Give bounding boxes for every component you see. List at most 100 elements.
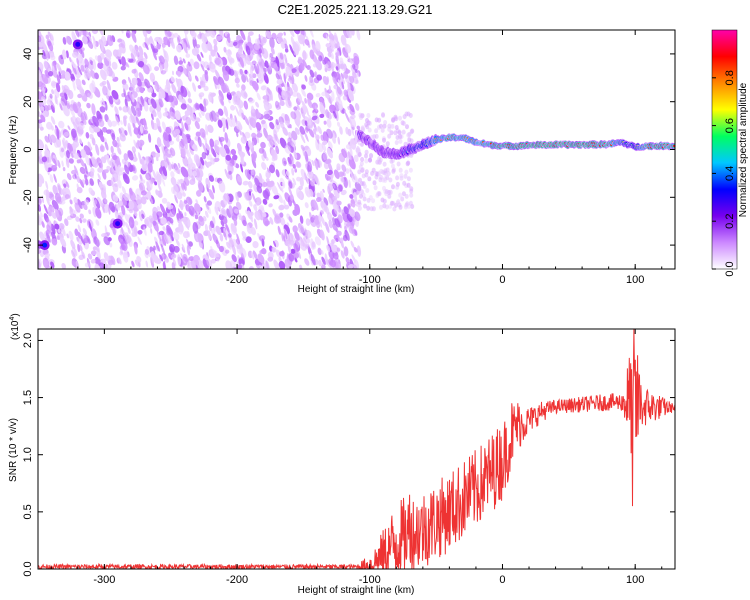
spectrogram-halo-mark [391,117,396,123]
spectrogram-noise-mark [254,177,260,187]
spectrogram-noise-mark [58,223,65,230]
spectrogram-noise-mark [321,143,327,152]
spectrogram-noise-mark [354,173,359,184]
spectrogram-noise-mark [207,124,214,133]
spectrogram-noise-mark [203,61,210,69]
spectrogram-noise-mark [255,134,260,144]
spectrogram-noise-mark [225,223,230,234]
spectrogram-noise-mark [200,51,204,58]
spectrogram-halo-mark [403,204,408,210]
spectrogram-noise-mark [149,72,156,83]
spectrogram-noise-mark [302,59,308,69]
spectrogram-noise-mark [52,238,57,243]
spectrogram-noise-mark [326,118,332,128]
spectrogram-noise-mark [283,73,287,84]
spectrogram-noise-mark [75,117,81,125]
spectrogram-halo-mark [394,125,399,130]
spectrogram-noise-mark [274,133,280,145]
spectrogram-noise-mark [293,106,298,111]
y-tick-label: -40 [22,237,34,253]
spectrogram-noise-mark [304,186,311,198]
spectrogram-noise-mark [104,101,108,111]
spectrogram-noise-mark [322,59,327,65]
spectrogram-noise-mark [195,199,199,204]
spectrogram-noise-mark [262,216,269,227]
spectrogram-noise-mark [90,69,96,79]
spectrogram-noise-mark [231,117,236,128]
spectrogram-noise-mark [131,31,136,38]
spectrogram-noise-mark [59,237,67,248]
spectrogram-noise-mark [304,39,310,46]
spectrogram-noise-mark [245,145,251,156]
spectrogram-noise-mark [154,66,160,72]
spectrogram-noise-mark [250,169,255,176]
spectrogram-noise-mark [42,257,50,269]
spectrogram-noise-mark [205,143,210,151]
spectrogram-noise-mark [123,153,129,162]
spectrogram-noise-mark [38,178,43,188]
spectrogram-noise-mark [40,114,46,123]
spectrogram-noise-mark [173,245,180,253]
spectrogram-noise-mark [92,246,98,251]
spectrogram-noise-mark [212,184,215,194]
spectrogram-noise-mark [180,166,189,178]
spectrogram-noise-mark [91,103,96,116]
spectrogram-noise-mark [93,236,100,247]
spectrogram-noise-mark [323,204,330,215]
spectrogram-noise-mark [228,170,232,175]
spectrogram-noise-mark [161,197,168,204]
spectrogram-noise-mark [297,34,305,45]
spectrogram-noise-mark [322,75,329,85]
spectrogram-noise-mark [134,259,140,267]
spectrogram-halo-mark [366,205,371,211]
spectrogram-noise-mark [226,116,233,128]
spectrogram-noise-mark [352,63,356,70]
spectrogram-noise-mark [344,69,351,74]
spectrogram-noise-mark [182,216,188,226]
spectrogram-noise-mark [251,105,255,114]
spectrogram-halo-mark [357,152,362,157]
spectrogram-noise-mark [200,76,203,82]
spectrogram-noise-mark [161,175,166,187]
spectrogram-noise-mark [215,114,220,121]
y-tick-label: 0.5 [22,504,34,519]
spectrogram-noise-mark [128,91,133,101]
spectrogram-noise-mark [210,49,216,57]
spectrogram-noise-mark [46,218,53,230]
spectrogram-noise-mark [326,169,333,176]
spectrogram-noise-mark [121,204,126,216]
spectrogram-noise-mark [180,120,185,132]
spectrogram-noise-mark [212,233,219,245]
spectrogram-noise-mark [90,250,97,256]
spectrogram-noise-mark [106,165,111,171]
spectrogram-noise-mark [111,61,118,70]
spectrogram-noise-mark [99,69,107,81]
spectrogram-noise-mark [65,35,72,45]
spectrogram-noise-mark [54,208,59,218]
spectrogram-noise-mark [58,55,65,65]
spectrogram-noise-mark [187,61,191,67]
spectrogram-noise-mark [112,139,118,147]
spectrogram-noise-mark [297,223,305,234]
spectrogram-noise-mark [260,85,267,91]
spectrogram-noise-mark [121,186,127,195]
spectrogram-noise-mark [90,171,94,179]
spectrogram-noise-mark [327,185,331,195]
spectrogram-noise-mark [299,176,304,187]
spectrogram-noise-mark [325,61,332,72]
spectrogram-noise-mark [340,250,345,259]
spectrogram-noise-mark [54,141,59,148]
spectrogram-noise-mark [157,205,161,211]
spectrogram-noise-mark [244,169,251,180]
spectrogram-noise-mark [283,234,286,243]
spectrogram-noise-mark [156,43,161,50]
spectrogram-noise-mark [317,126,322,135]
spectrogram-noise-mark [145,172,152,181]
spectrogram-noise-mark [77,224,82,233]
spectrogram-noise-mark [114,106,119,115]
spectrogram-noise-mark [222,195,228,206]
spectrogram-noise-mark [262,198,268,205]
spectrogram-halo-mark [368,152,373,158]
spectrogram-noise-mark [253,43,261,51]
spectrogram-noise-mark [326,244,331,252]
